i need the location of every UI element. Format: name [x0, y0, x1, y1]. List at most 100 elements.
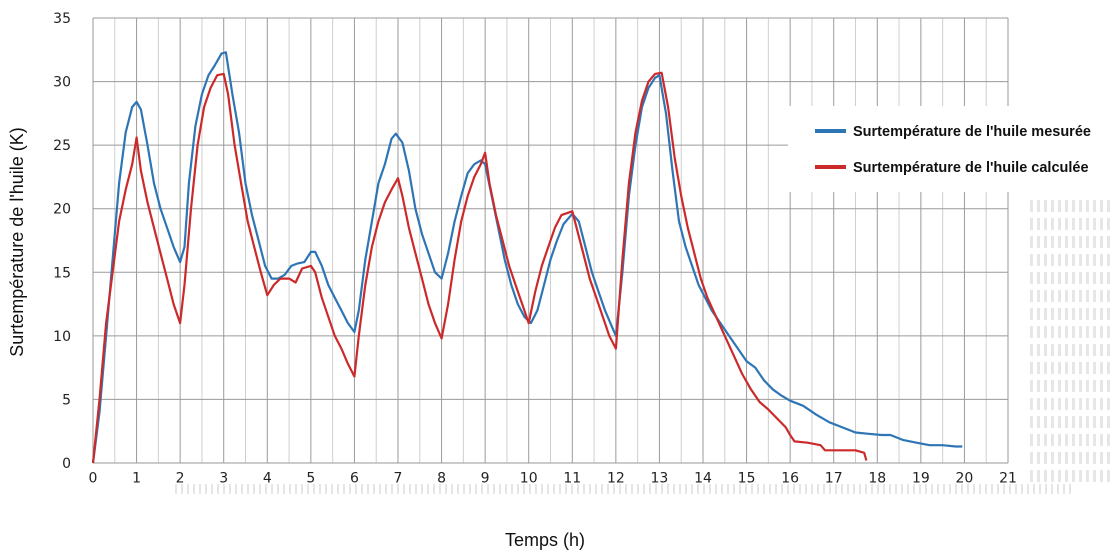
y-tick-label: 25: [53, 138, 71, 154]
deco-stripe: [1079, 434, 1082, 446]
deco-stripe: [1107, 398, 1110, 410]
deco-stripe: [1086, 362, 1089, 374]
deco-stripe: [541, 484, 543, 494]
deco-stripe: [1051, 218, 1054, 230]
deco-stripe: [1065, 452, 1068, 464]
deco-stripe: [877, 484, 879, 494]
deco-stripe: [1051, 416, 1054, 428]
x-tick-label: 19: [912, 471, 930, 487]
deco-stripe: [1037, 416, 1040, 428]
deco-stripe: [661, 484, 663, 494]
deco-stripe: [1051, 398, 1054, 410]
deco-stripe: [1093, 470, 1096, 482]
deco-stripe: [1072, 236, 1075, 248]
deco-stripe: [475, 484, 477, 494]
deco-stripe: [859, 484, 861, 494]
deco-stripe: [679, 484, 681, 494]
deco-stripe: [1037, 470, 1040, 482]
deco-stripe: [529, 484, 531, 494]
deco-stripe: [943, 484, 945, 494]
deco-stripe: [1030, 380, 1033, 392]
deco-stripe: [1045, 484, 1047, 494]
deco-stripe: [1044, 380, 1047, 392]
deco-stripe: [1030, 236, 1033, 248]
deco-stripe: [1044, 452, 1047, 464]
deco-stripe: [1065, 380, 1068, 392]
deco-stripe: [337, 484, 339, 494]
deco-stripe: [1093, 380, 1096, 392]
deco-stripe: [217, 484, 219, 494]
deco-stripe: [1009, 484, 1011, 494]
deco-stripe: [1051, 434, 1054, 446]
x-tick-label: 0: [89, 471, 98, 487]
deco-stripe: [1037, 380, 1040, 392]
deco-stripe: [1086, 326, 1089, 338]
deco-stripe: [733, 484, 735, 494]
deco-stripe: [1086, 416, 1089, 428]
deco-stripe: [1030, 470, 1033, 482]
deco-stripe: [1015, 484, 1017, 494]
deco-stripe: [865, 484, 867, 494]
deco-stripe: [1065, 308, 1068, 320]
y-tick-label: 35: [53, 11, 71, 27]
deco-stripe: [439, 484, 441, 494]
deco-stripe: [1079, 416, 1082, 428]
background-stripes: [175, 200, 1110, 494]
deco-stripe: [535, 484, 537, 494]
deco-stripe: [1044, 362, 1047, 374]
x-tick-label: 2: [176, 471, 185, 487]
deco-stripe: [1044, 272, 1047, 284]
deco-stripe: [1044, 344, 1047, 356]
deco-stripe: [1100, 290, 1103, 302]
deco-stripe: [271, 484, 273, 494]
deco-stripe: [1030, 344, 1033, 356]
deco-stripe: [1051, 308, 1054, 320]
deco-stripe: [1100, 344, 1103, 356]
deco-stripe: [649, 484, 651, 494]
deco-stripe: [397, 484, 399, 494]
deco-stripe: [1044, 290, 1047, 302]
deco-stripe: [1100, 254, 1103, 266]
deco-stripe: [1065, 254, 1068, 266]
deco-stripe: [1069, 484, 1071, 494]
y-tick-label: 5: [62, 392, 71, 408]
deco-stripe: [559, 484, 561, 494]
deco-stripe: [1093, 452, 1096, 464]
deco-stripe: [967, 484, 969, 494]
deco-stripe: [1030, 218, 1033, 230]
deco-stripe: [1100, 416, 1103, 428]
deco-stripe: [1065, 362, 1068, 374]
deco-stripe: [1037, 362, 1040, 374]
deco-stripe: [1051, 290, 1054, 302]
deco-stripe: [1107, 218, 1110, 230]
deco-stripe: [1051, 380, 1054, 392]
deco-stripe: [457, 484, 459, 494]
chart-grid: [92, 17, 1009, 464]
deco-stripe: [1107, 362, 1110, 374]
deco-stripe: [1079, 218, 1082, 230]
x-tick-label: 6: [350, 471, 359, 487]
deco-stripe: [793, 484, 795, 494]
deco-stripe: [505, 484, 507, 494]
deco-stripe: [1079, 380, 1082, 392]
deco-stripe: [1037, 344, 1040, 356]
deco-stripe: [1065, 272, 1068, 284]
deco-stripe: [1065, 398, 1068, 410]
deco-stripe: [643, 484, 645, 494]
deco-stripe: [1086, 308, 1089, 320]
deco-stripe: [1100, 308, 1103, 320]
deco-stripe: [763, 484, 765, 494]
deco-stripe: [319, 484, 321, 494]
x-tick-label: 21: [999, 471, 1017, 487]
deco-stripe: [433, 484, 435, 494]
deco-stripe: [1030, 272, 1033, 284]
deco-stripe: [517, 484, 519, 494]
x-tick-label: 11: [563, 471, 581, 487]
deco-stripe: [1063, 484, 1065, 494]
deco-stripe: [1107, 254, 1110, 266]
deco-stripe: [757, 484, 759, 494]
deco-stripe: [937, 484, 939, 494]
deco-stripe: [1037, 254, 1040, 266]
deco-stripe: [1093, 344, 1096, 356]
deco-stripe: [565, 484, 567, 494]
